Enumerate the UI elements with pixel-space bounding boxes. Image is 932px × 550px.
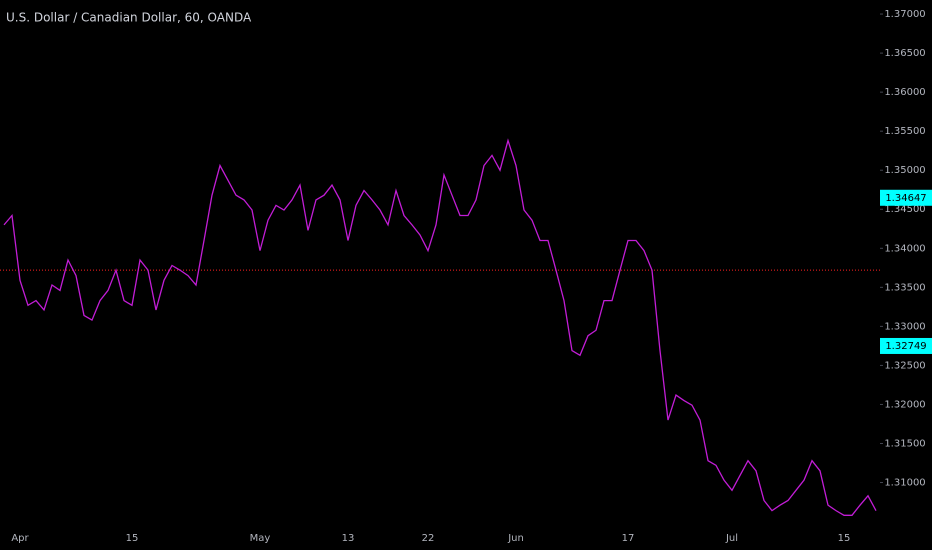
- y-tick-label: 1.34000: [884, 243, 925, 254]
- price-tag: [880, 189, 932, 206]
- y-tick-label: 1.37000: [884, 9, 925, 20]
- chart-title: U.S. Dollar / Canadian Dollar, 60, OANDA: [6, 11, 252, 25]
- x-tick-label: 13: [342, 533, 355, 544]
- x-tick-label: 17: [622, 533, 635, 544]
- y-tick-label: 1.35500: [884, 126, 925, 137]
- y-tick-label: 1.31500: [884, 438, 925, 449]
- y-tick-label: 1.31000: [884, 478, 925, 489]
- x-tick-label: Jul: [725, 533, 738, 544]
- x-tick-label: Apr: [11, 533, 29, 544]
- y-tick-label: 1.33500: [884, 282, 925, 293]
- x-tick-label: 22: [422, 533, 435, 544]
- price-tag: [880, 337, 932, 354]
- x-tick-label: Jun: [507, 533, 524, 544]
- price-line-series: [3, 138, 877, 516]
- y-tick-label: 1.34500: [884, 204, 925, 215]
- y-tick-label: 1.33000: [884, 321, 925, 332]
- y-tick-label: 1.35000: [884, 165, 925, 176]
- price-tag-label: 1.32749: [885, 341, 926, 352]
- y-tick-label: 1.32000: [884, 399, 925, 410]
- x-tick-label: May: [250, 533, 271, 544]
- y-tick-label: 1.36000: [884, 87, 925, 98]
- y-tick-label: 1.36500: [884, 48, 925, 59]
- y-tick-label: 1.32500: [884, 360, 925, 371]
- x-tick-label: 15: [838, 533, 851, 544]
- x-tick-label: 15: [126, 533, 139, 544]
- price-tag-label: 1.34647: [885, 193, 926, 204]
